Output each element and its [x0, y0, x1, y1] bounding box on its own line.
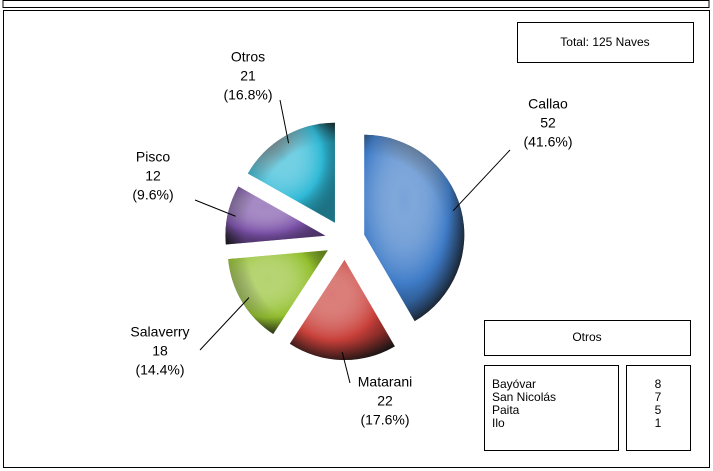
leader-line	[279, 99, 290, 144]
breakdown-name: Paita	[492, 403, 520, 417]
chart-title: Total: 125 Naves	[560, 35, 649, 49]
breakdown-name: San Nicolás	[492, 390, 556, 404]
pie-slice-shade	[228, 250, 328, 335]
slice-value: 22	[377, 393, 393, 409]
breakdown-title: Otros	[572, 330, 601, 344]
slice-label: Salaverry	[130, 324, 189, 340]
leader-line	[341, 351, 351, 384]
breakdown-value: 1	[655, 416, 662, 430]
breakdown-name: Ilo	[492, 416, 505, 430]
slice-percent: (14.4%)	[135, 362, 184, 378]
leader-line	[452, 149, 511, 212]
breakdown-header	[484, 320, 691, 356]
leader-line	[199, 297, 250, 351]
leader-line	[194, 199, 236, 217]
slice-label: Matarani	[358, 374, 412, 390]
breakdown-value: 5	[655, 403, 662, 417]
pie-slice-shade	[225, 186, 326, 245]
slice-label: Pisco	[136, 149, 170, 165]
pie-slice-shade	[289, 259, 395, 360]
breakdown-values-box	[626, 365, 691, 451]
slice-value: 18	[152, 343, 168, 359]
breakdown-value: 7	[655, 390, 662, 404]
pie-slice-shade	[364, 134, 465, 322]
slice-value: 12	[145, 168, 161, 184]
breakdown-names-box	[484, 365, 619, 451]
total-box	[517, 22, 694, 63]
slice-percent: (41.6%)	[523, 134, 572, 150]
slice-percent: (9.6%)	[132, 187, 173, 203]
slice-label: Callao	[528, 96, 568, 112]
breakdown-value: 8	[655, 377, 662, 391]
slice-percent: (17.6%)	[360, 412, 409, 428]
top-strip	[2, 0, 710, 8]
slice-value: 21	[240, 68, 256, 84]
slice-percent: (16.8%)	[223, 87, 272, 103]
slice-value: 52	[540, 115, 556, 131]
breakdown-name: Bayóvar	[492, 377, 536, 391]
pie-slice-shade	[247, 122, 335, 223]
slice-label: Otros	[231, 49, 265, 65]
